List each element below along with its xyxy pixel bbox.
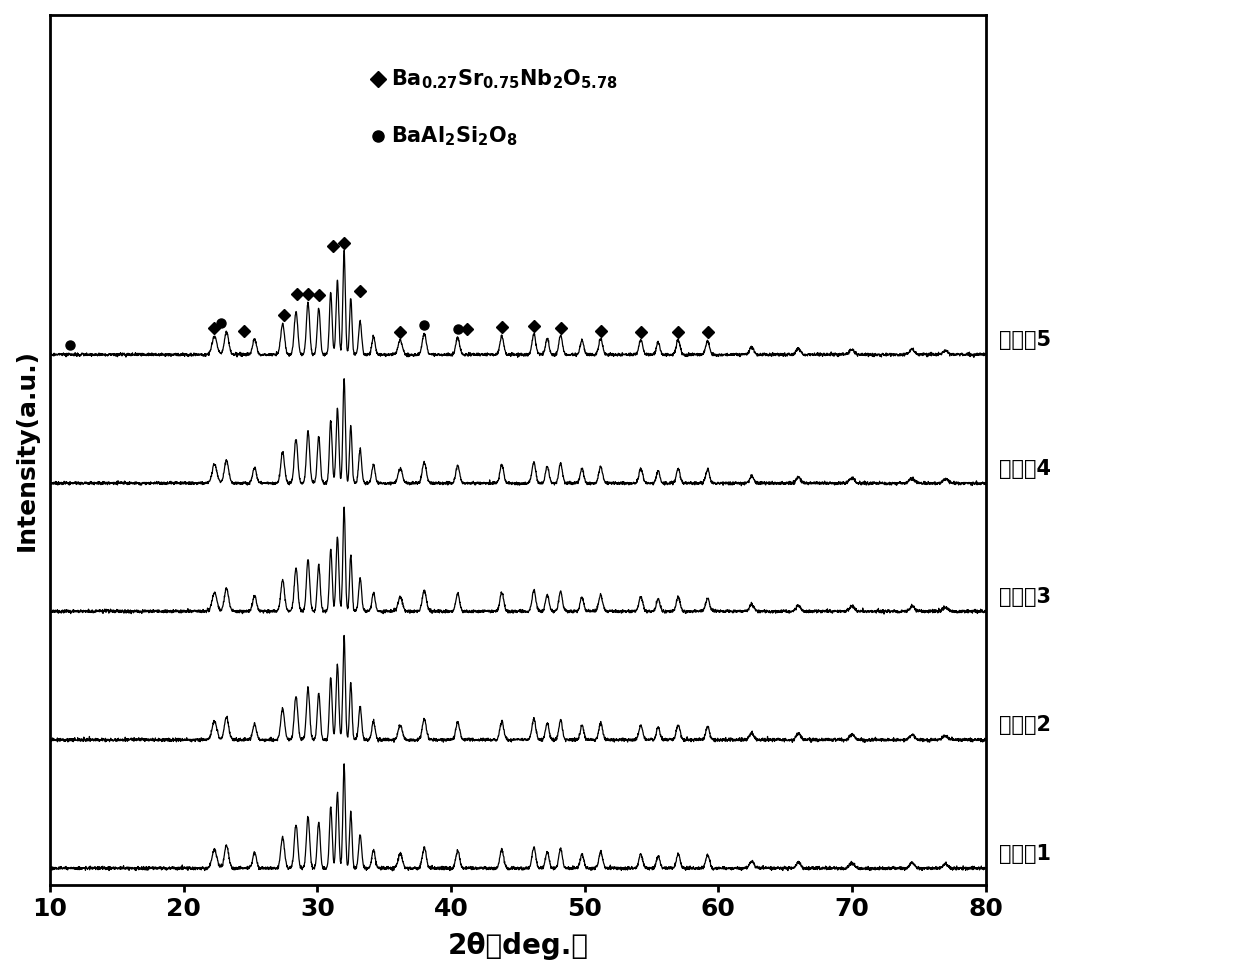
Text: 实施奡3: 实施奡3 [999,587,1052,607]
Text: 实施奡2: 实施奡2 [999,716,1052,735]
Text: $\mathbf{BaAl_2Si_2O_8}$: $\mathbf{BaAl_2Si_2O_8}$ [391,125,517,148]
Text: $\mathbf{Ba_{0.27}Sr_{0.75}Nb_2O_{5.78}}$: $\mathbf{Ba_{0.27}Sr_{0.75}Nb_2O_{5.78}}… [391,67,618,91]
X-axis label: 2θ（deg.）: 2θ（deg.） [448,932,588,960]
Text: 实施奡4: 实施奡4 [999,458,1052,479]
Y-axis label: Intensity(a.u.): Intensity(a.u.) [15,349,38,551]
Text: 实施奡1: 实施奡1 [999,843,1052,864]
Text: 实施奡5: 实施奡5 [999,331,1052,350]
